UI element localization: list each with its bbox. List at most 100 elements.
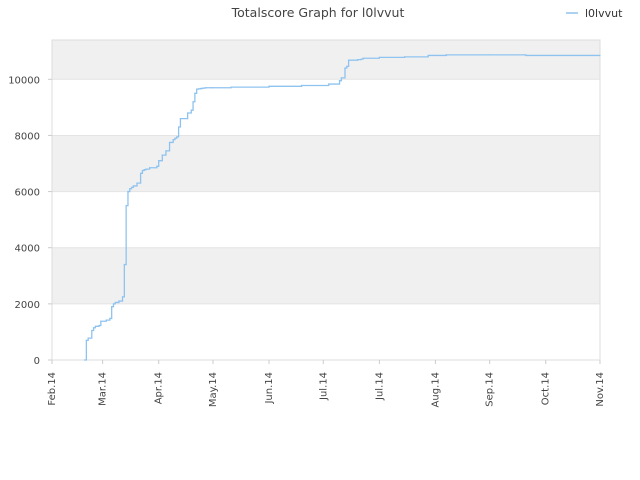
data-point — [100, 320, 102, 322]
background-band — [52, 40, 600, 80]
y-tick-label: 6000 — [15, 188, 40, 199]
gridlines — [51, 39, 601, 361]
data-point — [427, 54, 429, 57]
data-point — [109, 317, 111, 320]
chart-title: Totalscore Graph for l0lvvut — [231, 5, 405, 20]
background-bands — [52, 40, 600, 360]
x-axis: Feb.14 Mar.14 Apr.14 May.14 Jun.14 Jul.14 Jul.… — [47, 360, 606, 407]
data-point — [85, 339, 87, 341]
data-point — [300, 84, 303, 87]
data-point — [168, 141, 171, 144]
data-point — [196, 88, 198, 90]
data-point — [165, 150, 167, 152]
data-point — [105, 319, 107, 321]
data-point — [190, 109, 192, 111]
data-point — [445, 54, 447, 56]
data-point — [346, 65, 348, 67]
y-axis: 0 2000 4000 6000 8000 10000 — [8, 75, 52, 367]
data-point — [130, 186, 133, 188]
y-tick-label: 8000 — [15, 131, 40, 142]
x-tick-label: Mar.14 — [98, 372, 109, 406]
x-tick-label: Aug.14 — [430, 372, 441, 407]
data-point — [98, 324, 100, 327]
data-point — [230, 86, 232, 88]
y-tick-label: 4000 — [15, 244, 40, 255]
data-point — [156, 165, 158, 167]
x-tick-label: Sep.14 — [485, 372, 496, 407]
data-point — [489, 54, 491, 56]
data-point — [179, 118, 182, 120]
data-point — [145, 168, 147, 170]
data-point — [149, 167, 151, 169]
data-point — [127, 190, 129, 193]
data-point — [357, 59, 359, 61]
data-point — [91, 329, 93, 332]
data-point — [599, 54, 601, 57]
x-tick-label: Oct.14 — [541, 372, 552, 405]
data-point — [121, 296, 124, 298]
data-point — [158, 160, 160, 162]
legend-label: l0lvvut — [585, 7, 623, 20]
data-point — [328, 83, 330, 85]
data-point — [187, 112, 189, 114]
data-point — [129, 188, 131, 190]
data-point — [194, 92, 196, 94]
data-point — [212, 87, 214, 89]
x-tick-label: May.14 — [208, 372, 219, 407]
data-point — [143, 169, 145, 171]
data-point — [348, 59, 350, 61]
plot-border — [51, 39, 601, 361]
data-point — [525, 54, 527, 57]
data-point — [93, 327, 95, 329]
data-point — [192, 101, 194, 103]
data-point — [201, 87, 203, 89]
data-point — [112, 303, 115, 305]
data-point — [132, 185, 134, 187]
data-point — [197, 88, 200, 90]
x-tick-label: Jul.14 — [374, 372, 385, 401]
data-point — [111, 306, 113, 308]
data-point — [340, 77, 342, 79]
background-band — [52, 247, 600, 304]
data-point — [118, 300, 120, 302]
x-tick-label: Jul.14 — [318, 372, 329, 401]
background-band — [52, 303, 600, 360]
data-point — [161, 154, 163, 156]
y-tick-label: 10000 — [8, 75, 40, 86]
data-point — [268, 85, 270, 87]
data-point — [174, 137, 176, 139]
x-tick-label: Apr.14 — [154, 372, 165, 404]
data-point — [205, 87, 207, 89]
y-tick-label: 2000 — [15, 300, 40, 311]
x-tick-label: Feb.14 — [47, 372, 58, 406]
data-point — [83, 359, 86, 361]
data-point — [360, 58, 362, 60]
y-tick-label: 0 — [34, 356, 40, 367]
data-point — [172, 139, 174, 141]
background-band — [52, 79, 600, 136]
data-point — [123, 263, 125, 266]
data-point — [378, 56, 380, 59]
legend: l0lvvut — [566, 7, 623, 20]
data-point — [136, 182, 138, 184]
data-point — [140, 172, 142, 174]
data-point — [344, 67, 346, 69]
data-point — [114, 301, 116, 304]
data-point — [176, 136, 178, 138]
data-point — [210, 87, 212, 89]
data-point — [362, 57, 364, 59]
background-band — [52, 191, 600, 248]
data-point — [94, 325, 97, 327]
data-point — [125, 205, 127, 207]
x-tick-label: Jun.14 — [264, 372, 275, 405]
background-band — [52, 135, 600, 192]
data-point — [87, 337, 89, 339]
series-layer — [83, 54, 601, 361]
x-tick-label: Nov.14 — [595, 372, 606, 407]
data-point — [178, 126, 180, 128]
data-point — [523, 54, 525, 56]
data-point — [199, 87, 201, 90]
data-point — [141, 169, 144, 172]
data-point — [203, 87, 205, 89]
